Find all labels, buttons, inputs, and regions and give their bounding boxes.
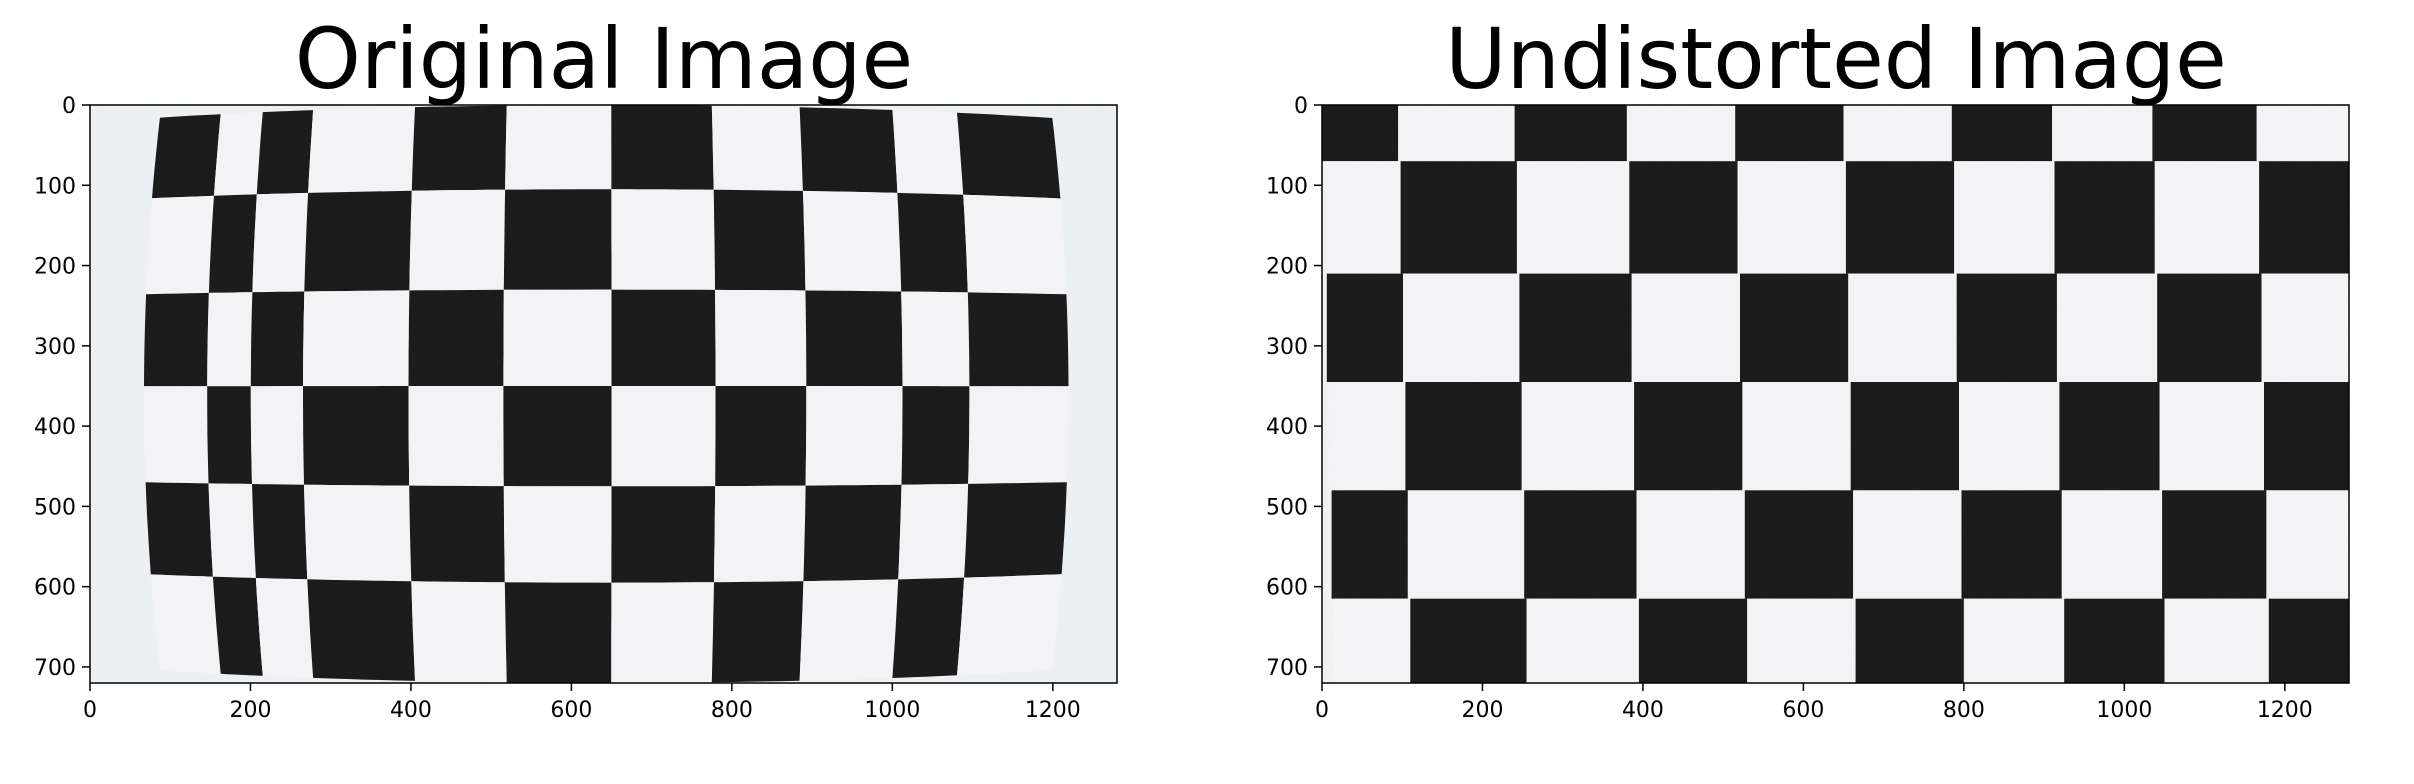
x-tick-label: 1200 [1025, 698, 1081, 723]
x-tick-label: 200 [229, 698, 271, 723]
axes-frame [1321, 104, 2350, 684]
x-axis: 0 200 400 600 800 1000 1200 [1315, 683, 2313, 723]
y-tick-label: 600 [34, 576, 76, 601]
y-tick-label: 0 [62, 94, 76, 119]
image-area [1322, 105, 2349, 683]
y-tick-label: 100 [1266, 174, 1308, 199]
x-tick-label: 0 [1315, 698, 1329, 723]
image-area [90, 105, 1117, 683]
y-tick-label: 700 [1266, 656, 1308, 681]
x-tick-label: 400 [1622, 698, 1664, 723]
y-tick-label: 700 [34, 656, 76, 681]
panel-undistorted: Undistorted Image 0 100 200 300 400 500 600 700… [1266, 10, 2350, 723]
y-tick-label: 300 [34, 335, 76, 360]
x-tick-label: 1000 [864, 698, 920, 723]
x-tick-label: 200 [1461, 698, 1503, 723]
x-axis: 0 200 400 600 800 1000 1200 [83, 683, 1081, 723]
panel-original: Original Image 0 100 200 300 400 500 600 700 0 2… [34, 10, 1118, 723]
x-tick-label: 1200 [2257, 698, 2313, 723]
y-tick-label: 200 [1266, 255, 1308, 280]
x-tick-label: 400 [390, 698, 432, 723]
y-tick-label: 0 [1294, 94, 1308, 119]
y-axis: 0 100 200 300 400 500 600 700 [34, 94, 90, 681]
y-tick-label: 400 [34, 415, 76, 440]
y-tick-label: 400 [1266, 415, 1308, 440]
y-tick-label: 500 [1266, 495, 1308, 520]
y-tick-label: 300 [1266, 335, 1308, 360]
x-tick-label: 600 [1782, 698, 1824, 723]
x-tick-label: 800 [711, 698, 753, 723]
y-tick-label: 200 [34, 255, 76, 280]
x-tick-label: 0 [83, 698, 97, 723]
x-tick-label: 600 [550, 698, 592, 723]
panel-title: Undistorted Image [1445, 10, 2227, 108]
panel-title: Original Image [295, 10, 913, 108]
y-tick-label: 500 [34, 495, 76, 520]
y-tick-label: 100 [34, 174, 76, 199]
x-tick-label: 1000 [2096, 698, 2152, 723]
x-tick-label: 800 [1943, 698, 1985, 723]
y-axis: 0 100 200 300 400 500 600 700 [1266, 94, 1322, 681]
axes-frame [89, 104, 1118, 684]
y-tick-label: 600 [1266, 576, 1308, 601]
